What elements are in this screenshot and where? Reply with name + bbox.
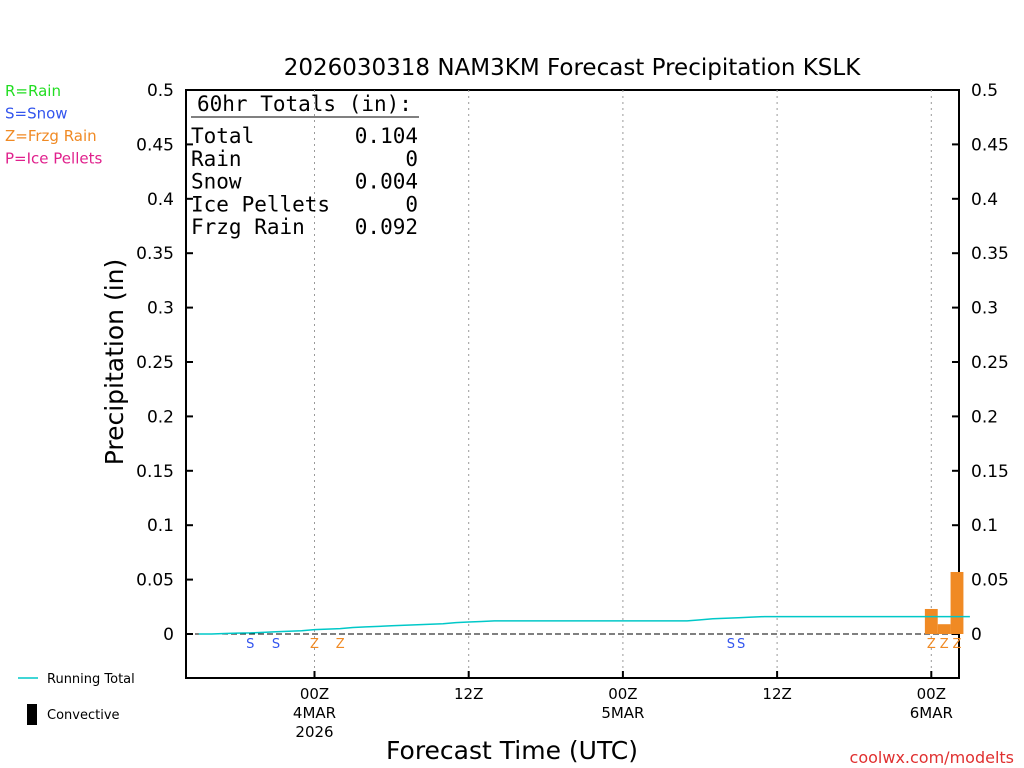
y-axis-left: 0 0.05 0.1 0.15 0.2 0.25 0.3 0.35 0.4 0.45 0.5 bbox=[136, 81, 193, 645]
totals-label: Rain bbox=[191, 147, 242, 171]
legend-label: Convective bbox=[47, 708, 120, 723]
legend-swatch bbox=[27, 704, 37, 725]
running-total-series bbox=[198, 615, 970, 635]
legend-item: Z=Frzg Rain bbox=[5, 127, 97, 145]
y-tick-label: 0.4 bbox=[147, 190, 174, 210]
running-total-line bbox=[198, 615, 970, 635]
precip-type-marker: S bbox=[737, 637, 745, 652]
totals-label: Snow bbox=[191, 170, 242, 194]
precip-type-marker: Z bbox=[940, 637, 949, 652]
y-tick-label: 0.35 bbox=[136, 244, 174, 264]
precip-bar bbox=[924, 608, 938, 634]
x-tick-label: 6MAR bbox=[910, 704, 953, 722]
y-axis-right: 0 0.05 0.1 0.15 0.2 0.25 0.3 0.35 0.4 0.45 0.5 bbox=[952, 81, 1009, 645]
y-tick-label: 0.4 bbox=[971, 190, 998, 210]
x-tick-label: 12Z bbox=[762, 685, 791, 703]
x-tick-label: 00Z bbox=[917, 685, 946, 703]
y-tick-label: 0.25 bbox=[971, 353, 1009, 373]
totals-value: 0 bbox=[405, 147, 418, 171]
totals-header: 60hr Totals (in): bbox=[197, 92, 412, 116]
hourly-bars bbox=[924, 571, 964, 634]
precip-bar bbox=[950, 571, 964, 634]
y-tick-label: 0.45 bbox=[971, 135, 1009, 155]
totals-value: 0 bbox=[405, 192, 418, 216]
chart-title: 2026030318 NAM3KM Forecast Precipitation… bbox=[284, 55, 862, 81]
y-tick-label: 0.3 bbox=[971, 299, 998, 319]
precip-bar bbox=[937, 624, 951, 634]
legend-item: S=Snow bbox=[5, 105, 68, 123]
y-tick-label: 0.2 bbox=[971, 407, 998, 427]
y-tick-label: 0.45 bbox=[136, 135, 174, 155]
totals-box: 60hr Totals (in): Total 0.104 Rain 0 Snow 0.00… bbox=[191, 92, 419, 239]
totals-label: Ice Pellets bbox=[191, 192, 330, 216]
totals-value: 0.004 bbox=[355, 170, 418, 194]
y-tick-label: 0.15 bbox=[136, 462, 174, 482]
totals-label: Frzg Rain bbox=[191, 215, 305, 239]
y-tick-label: 0.3 bbox=[147, 299, 174, 319]
precip-type-marker: Z bbox=[953, 637, 962, 652]
precip-type-legend: R=Rain S=Snow Z=Frzg Rain P=Ice Pellets bbox=[5, 82, 102, 168]
y-tick-label: 0.05 bbox=[136, 571, 174, 591]
y-tick-label: 0.1 bbox=[147, 516, 174, 536]
y-tick-label: 0.5 bbox=[971, 81, 998, 101]
totals-value: 0.092 bbox=[355, 215, 418, 239]
precip-type-marker: S bbox=[246, 637, 254, 652]
x-tick-label: 00Z bbox=[608, 685, 637, 703]
credit-text: coolwx.com/modelts bbox=[850, 748, 1014, 767]
x-tick-label: 00Z bbox=[300, 685, 329, 703]
x-tick-label: 2026 bbox=[295, 723, 333, 741]
x-grid-lines bbox=[314, 90, 932, 678]
y-tick-label: 0.15 bbox=[971, 462, 1009, 482]
y-tick-label: 0 bbox=[971, 625, 982, 645]
x-tick-label: 5MAR bbox=[601, 704, 644, 722]
totals-value: 0.104 bbox=[355, 124, 418, 148]
y-tick-label: 0.1 bbox=[971, 516, 998, 536]
x-axis-label: Forecast Time (UTC) bbox=[386, 736, 638, 765]
series-legend: Running Total Convective bbox=[18, 672, 135, 725]
y-tick-label: 0.05 bbox=[971, 571, 1009, 591]
legend-item: P=Ice Pellets bbox=[5, 150, 102, 168]
x-tick-label: 12Z bbox=[454, 685, 483, 703]
legend-label: Running Total bbox=[47, 672, 135, 687]
y-tick-label: 0 bbox=[163, 625, 174, 645]
plot-frame bbox=[185, 89, 960, 679]
legend-item: R=Rain bbox=[5, 82, 61, 100]
precip-type-marker: Z bbox=[310, 637, 319, 652]
precip-type-marker: Z bbox=[927, 637, 936, 652]
x-tick-label: 4MAR bbox=[293, 704, 336, 722]
y-tick-label: 0.2 bbox=[147, 407, 174, 427]
precip-type-marker: S bbox=[272, 637, 280, 652]
y-tick-label: 0.5 bbox=[147, 81, 174, 101]
y-tick-label: 0.25 bbox=[136, 353, 174, 373]
y-tick-label: 0.35 bbox=[971, 244, 1009, 264]
totals-label: Total bbox=[191, 124, 254, 148]
y-axis-label: Precipitation (in) bbox=[100, 259, 129, 466]
precip-type-marker: Z bbox=[336, 637, 345, 652]
precip-type-marker: S bbox=[727, 637, 735, 652]
